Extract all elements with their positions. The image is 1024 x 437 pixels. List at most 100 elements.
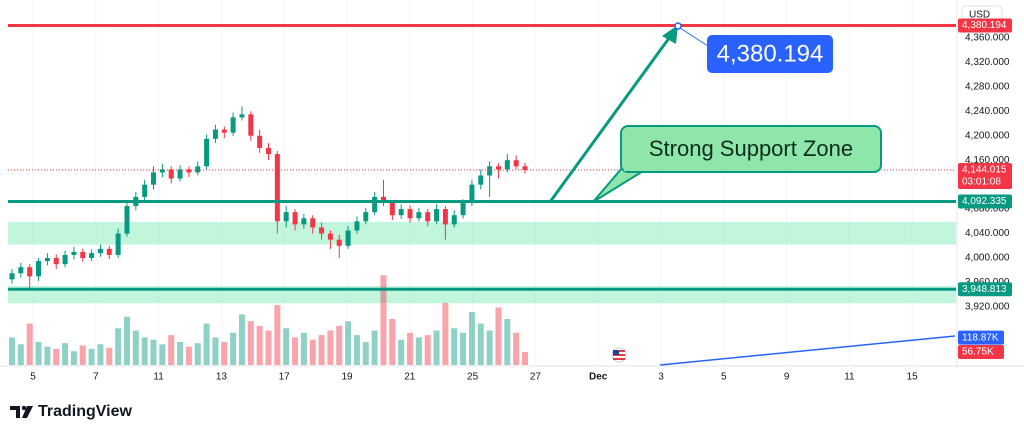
- volume-label: 56.75K: [962, 347, 994, 358]
- volume-bar: [194, 343, 201, 365]
- x-tick-label: 11: [844, 372, 855, 383]
- current-price-box: [958, 162, 1012, 189]
- candle-body: [336, 239, 342, 246]
- flag-stripe: [613, 356, 625, 358]
- candle-body: [478, 175, 484, 185]
- candle-body: [434, 209, 440, 222]
- candle-body: [9, 273, 15, 280]
- price-labels: 4,380.194 4,092.335 3,948.813 4,144.01503:0…: [958, 18, 1012, 359]
- x-tick-label: 11: [153, 372, 164, 383]
- price-lines: [8, 24, 956, 291]
- x-tick-label: 5: [721, 372, 727, 383]
- candle-body: [301, 218, 307, 225]
- candle-body: [239, 114, 245, 118]
- price-label: 4,380.194: [962, 20, 1007, 31]
- candle-body: [97, 248, 103, 254]
- volume-bar: [168, 335, 175, 365]
- candle-body: [80, 251, 86, 259]
- candle-body: [389, 202, 395, 216]
- x-tick-label: 19: [341, 372, 353, 383]
- logo-part: [10, 406, 20, 418]
- volume-bar: [442, 302, 449, 365]
- volume-bar: [123, 316, 130, 365]
- candle-body: [221, 129, 227, 133]
- volume-bar: [318, 335, 325, 365]
- y-tick-label: 4,360.000: [965, 33, 1010, 44]
- candle-body: [212, 129, 218, 139]
- volume-bar: [212, 337, 219, 365]
- volume-bar: [522, 351, 528, 365]
- candle-body: [363, 212, 369, 222]
- volume-bar: [62, 343, 69, 365]
- candle-body: [257, 135, 263, 148]
- candle-body: [354, 221, 360, 231]
- candle-body: [292, 212, 298, 225]
- candle-body: [195, 166, 201, 173]
- candle-body: [18, 267, 24, 274]
- candle-body: [319, 227, 325, 234]
- candle-body: [151, 172, 157, 185]
- volume-bar: [221, 342, 228, 365]
- candle-body: [407, 209, 413, 219]
- volume-bar: [292, 337, 299, 365]
- candle-body: [442, 209, 448, 225]
- volume-bar: [495, 307, 502, 365]
- volume-bar: [407, 332, 414, 365]
- grid: [32, 0, 913, 365]
- event-flag: [611, 347, 627, 363]
- x-tick-label: 5: [30, 372, 36, 383]
- candle-body: [310, 218, 316, 228]
- support-label: Strong Support Zone: [649, 136, 853, 161]
- candle-body: [487, 166, 493, 176]
- candle-body: [416, 212, 422, 219]
- x-axis: 5 7 11 13 17 19 21 25 27 Dec 3 5 9 11 15: [30, 372, 918, 383]
- y-tick-label: 4,280.000: [965, 81, 1010, 92]
- target-box: [707, 35, 833, 73]
- y-tick-label: 4,040.000: [965, 228, 1010, 239]
- flag-canton: [613, 350, 619, 355]
- volume-bar: [159, 344, 166, 365]
- candle-body: [425, 212, 431, 222]
- candle-body: [248, 114, 254, 136]
- volume-bar: [477, 323, 484, 365]
- current-price-label: 4,144.015: [962, 165, 1007, 176]
- volume-bar: [433, 330, 440, 365]
- price-label-box: [958, 282, 1012, 297]
- candle-body: [159, 169, 165, 173]
- y-tick-label: 4,000.000: [965, 253, 1010, 264]
- candle-body: [62, 254, 68, 265]
- candle-body: [522, 166, 528, 170]
- y-tick-label: 4,320.000: [965, 57, 1010, 68]
- volume-bar: [274, 305, 281, 365]
- brand-name: TradingView: [38, 403, 133, 420]
- volume-bar: [238, 314, 245, 365]
- candle-body: [380, 196, 386, 203]
- candle-body: [44, 258, 50, 262]
- volume-bar: [309, 339, 316, 365]
- volume-label: 118.87K: [962, 332, 999, 343]
- volume-bar: [88, 348, 95, 365]
- price-label: 3,948.813: [962, 284, 1007, 295]
- volume-bar: [371, 330, 378, 365]
- arrow-line: [548, 33, 674, 203]
- candle-body: [345, 230, 351, 246]
- volumes: [9, 275, 528, 365]
- callout-join: [624, 166, 654, 171]
- volume-bar: [53, 348, 60, 365]
- volume-bar: [336, 325, 343, 365]
- volume-bar: [44, 346, 51, 365]
- volume-bar: [300, 332, 307, 365]
- volume-bar: [513, 332, 520, 365]
- volume-bar: [150, 339, 157, 365]
- target-label: 4,380.194: [717, 40, 824, 67]
- countdown: 03:01:08: [962, 177, 1001, 188]
- volume-bar: [451, 328, 458, 365]
- x-tick-label: 17: [279, 372, 291, 383]
- x-tick-label: 7: [93, 372, 99, 383]
- volume-bar: [185, 346, 192, 365]
- volume-bar: [9, 337, 15, 365]
- candle-body: [372, 196, 378, 213]
- candle-body: [53, 258, 59, 265]
- candle-body: [398, 209, 404, 216]
- volume-bar: [486, 330, 493, 365]
